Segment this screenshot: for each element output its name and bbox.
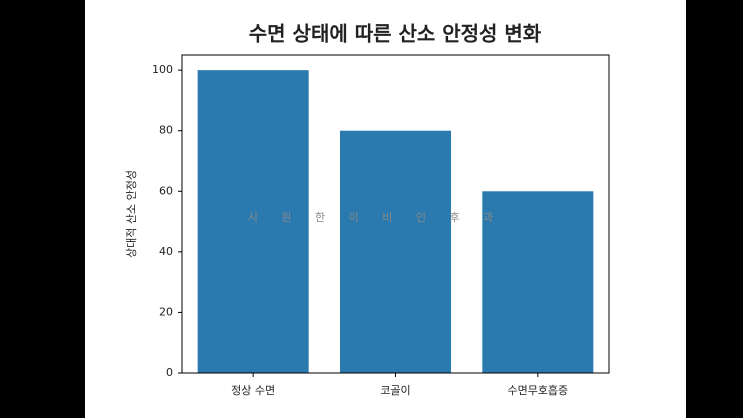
y-tick-label: 40 <box>159 245 173 258</box>
watermark: 시 원 한 이 비 인 후 과 <box>248 211 503 224</box>
y-tick-label: 60 <box>159 184 173 197</box>
bar <box>339 130 452 373</box>
y-tick-label: 100 <box>152 63 173 76</box>
bar <box>482 191 594 373</box>
chart-title: 수면 상태에 따른 산소 안정성 변화 <box>249 22 542 46</box>
y-tick-label: 0 <box>166 366 173 379</box>
y-tick-label: 80 <box>159 124 173 137</box>
x-tick-label: 코골이 <box>380 384 410 397</box>
y-axis-label: 상대적 산소 안정성 <box>125 170 138 258</box>
y-tick-label: 20 <box>159 305 173 318</box>
x-tick-label: 수면무호흡증 <box>507 383 568 397</box>
bar <box>197 70 309 374</box>
x-tick-label: 정상 수면 <box>231 384 275 397</box>
plot-frame <box>181 54 610 374</box>
